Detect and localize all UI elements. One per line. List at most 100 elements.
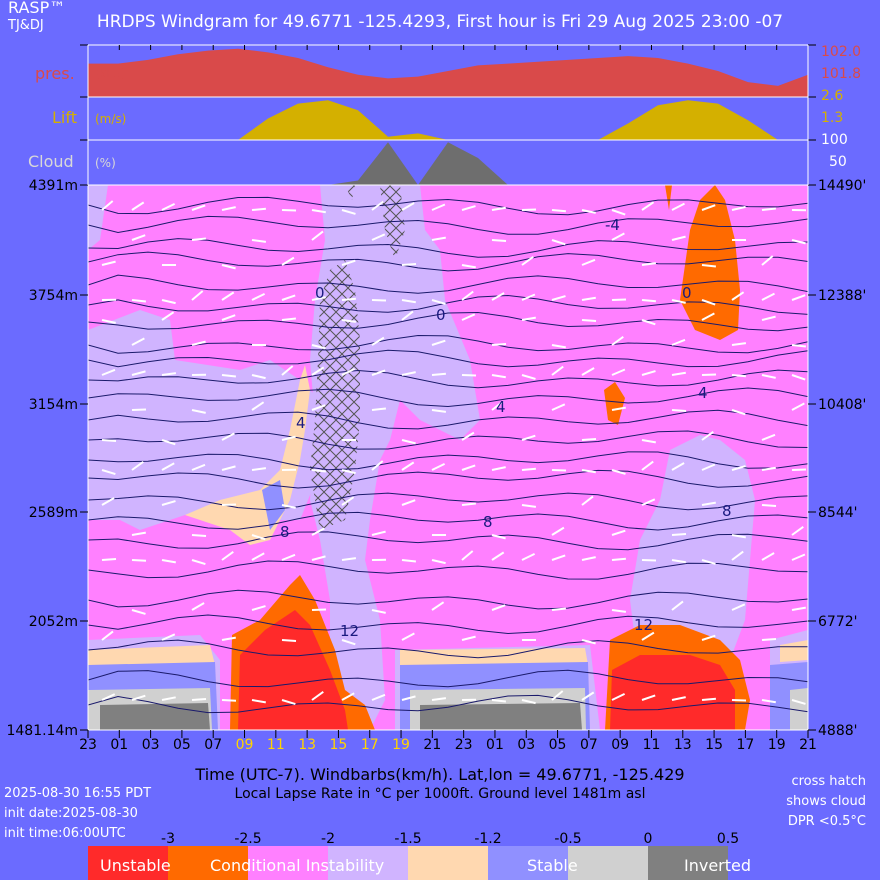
wind-barb (431, 299, 446, 305)
wind-barb (401, 371, 416, 376)
y-label-right: 4888' (818, 723, 857, 739)
pressure-tick-low: 101.8 (821, 66, 862, 82)
wind-barb (521, 699, 536, 705)
wind-barb (131, 201, 145, 211)
wind-barb (491, 374, 506, 379)
legend-swatch (408, 846, 488, 880)
wind-barb (161, 696, 176, 701)
legend-swatch (248, 846, 328, 880)
wind-barb (311, 690, 324, 701)
wind-barb (341, 692, 355, 701)
wind-barb (701, 501, 716, 506)
cloud-tick-mid: 50 (829, 154, 847, 170)
legend-tick: -1.5 (394, 831, 421, 847)
wind-barb (761, 374, 776, 379)
wind-barb (371, 299, 387, 302)
wind-barb (311, 555, 326, 561)
wind-barb (101, 319, 116, 324)
chart-title: HRDPS Windgram for 49.6771 -125.4293, Fi… (96, 12, 784, 32)
wind-barb (221, 374, 237, 378)
legend-tick: -0.5 (554, 831, 581, 847)
legend-swatch (328, 846, 408, 880)
wind-barb (521, 255, 534, 266)
wind-barb (431, 409, 447, 413)
wind-barb (251, 239, 267, 243)
wind-barb (281, 365, 294, 376)
wind-barb (191, 204, 206, 211)
x-axis-caption: Time (UTC-7). Windbarbs(km/h). Lat,lon =… (195, 765, 685, 784)
temperature-contour (88, 511, 808, 531)
wind-barb (641, 319, 656, 326)
wind-barb (221, 291, 235, 301)
temperature-contour (88, 311, 808, 332)
wind-barb (191, 534, 207, 537)
wind-barb (191, 290, 204, 301)
legend-swatch (488, 846, 568, 880)
wind-barb (431, 372, 446, 376)
wind-barb (491, 400, 504, 411)
cloud-tick-top: 100 (821, 132, 848, 148)
temperature-contour (88, 639, 808, 659)
wind-barb (791, 606, 806, 611)
wind-barb (491, 239, 507, 242)
wind-barb (101, 497, 115, 506)
wind-barb (311, 404, 326, 411)
wind-barb (131, 531, 146, 536)
legend-label: Unstable (100, 856, 171, 875)
x-hour-label: 15 (705, 737, 723, 753)
wind-barb (761, 433, 776, 441)
wind-barb (101, 260, 116, 266)
wind-barb (641, 631, 655, 641)
wind-barb (401, 695, 416, 701)
wind-barb (311, 527, 325, 536)
x-hour-label: 09 (236, 737, 254, 753)
legend-tick: 0 (644, 831, 653, 847)
x-hour-label: 03 (142, 737, 160, 753)
contour-label: -4 (605, 216, 620, 234)
wind-barb (521, 552, 536, 561)
wind-barb (101, 558, 117, 561)
wind-barb (371, 530, 386, 536)
wind-barb (161, 311, 175, 321)
wind-barb (791, 525, 804, 536)
wind-barb (401, 310, 414, 321)
y-label-right: 8544' (818, 505, 857, 521)
init-time: init time:06:00UTC (4, 826, 126, 841)
wind-barb (251, 401, 265, 411)
x-hour-label: 19 (768, 737, 786, 753)
wind-barb (371, 609, 386, 614)
wind-barb (251, 467, 267, 471)
temperature-contour (88, 409, 808, 430)
wind-barb (521, 467, 536, 471)
y-label-left: 2589m (29, 505, 78, 521)
wind-barb (311, 230, 324, 241)
y-label-left: 2052m (29, 614, 78, 630)
wind-barb (131, 609, 146, 615)
wind-barb (281, 435, 296, 441)
wind-barb (761, 552, 775, 561)
wind-barb (131, 234, 146, 241)
wind-barb (701, 634, 716, 641)
wind-barb (521, 434, 536, 441)
y-label-right: 14490' (818, 178, 866, 194)
wind-barb (611, 298, 627, 301)
wind-barb (101, 630, 114, 641)
y-label-left: 3754m (29, 288, 78, 304)
wind-barb (761, 638, 777, 641)
wind-barb (611, 609, 627, 613)
wind-barb (671, 202, 685, 211)
wind-barb (221, 550, 234, 561)
wind-barb (551, 526, 565, 536)
temperature-contour (88, 238, 808, 258)
wind-barb (521, 316, 536, 321)
wind-barb (161, 202, 176, 211)
wind-barb (581, 296, 596, 301)
wind-barb (701, 430, 714, 441)
legend-swatch (168, 846, 248, 880)
wind-barb (581, 258, 596, 266)
wind-barb (371, 336, 385, 346)
wind-barb (461, 290, 474, 301)
lift-tick-mid: 1.3 (821, 110, 844, 126)
wind-barb (641, 439, 656, 444)
wind-barb (371, 369, 386, 376)
